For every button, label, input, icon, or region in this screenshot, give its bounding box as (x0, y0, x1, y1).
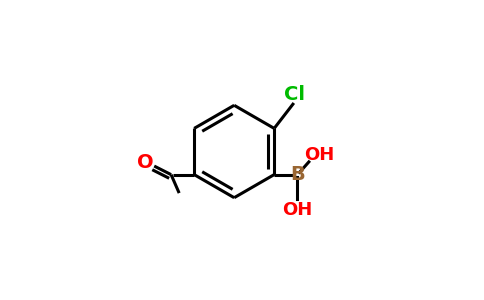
Text: O: O (137, 153, 154, 172)
Text: OH: OH (282, 201, 313, 219)
Text: OH: OH (304, 146, 335, 164)
Text: Cl: Cl (285, 85, 305, 104)
Text: B: B (290, 165, 304, 184)
